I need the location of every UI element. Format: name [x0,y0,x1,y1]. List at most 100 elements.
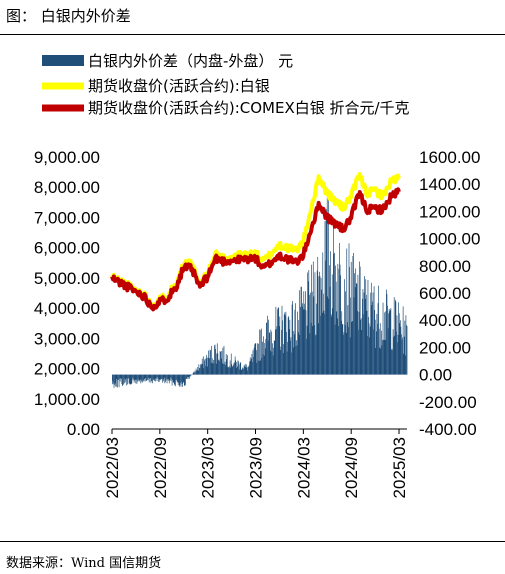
spread-bar [215,348,216,375]
spread-bar [319,271,320,375]
spread-bar [152,374,153,384]
spread-bar [219,361,220,375]
spread-bar [370,292,372,375]
spread-bar [147,374,148,380]
spread-bar [154,374,156,382]
spread-bar [353,252,354,375]
spread-bar [397,342,398,375]
spread-bar [305,310,307,375]
spread-bar [314,272,316,375]
spread-bar [118,374,120,388]
spread-bar [222,347,224,375]
spread-bar [389,311,391,375]
spread-bar [117,374,119,381]
spread-bar [389,309,391,375]
spread-bar [378,285,379,375]
spread-bar [194,370,196,375]
spread-bar [234,356,236,375]
spread-bar [264,342,266,375]
spread-bar [160,374,161,380]
spread-bar [328,298,330,375]
spread-bar [393,297,395,375]
spread-bar [203,368,205,375]
spread-bar [181,374,182,382]
spread-bar [305,291,306,375]
spread-bar [345,332,347,375]
spread-bar [291,352,292,375]
spread-bar [137,374,139,379]
spread-bar [276,328,277,375]
spread-bar [262,354,264,375]
spread-bar [201,363,202,375]
spread-bar [263,336,264,375]
bottom-rule [0,541,505,542]
spread-bar [190,374,191,377]
spread-bar [207,350,209,375]
spread-bar [255,343,257,375]
spread-bar [383,339,385,375]
spread-bar [119,374,121,382]
spread-bar [394,335,396,375]
spread-bar [226,359,228,375]
spread-bar [223,345,225,375]
spread-bar [228,368,230,375]
spread-bar [240,362,242,375]
spread-bar [141,374,143,380]
spread-bar [245,364,247,375]
spread-bar [134,374,136,380]
spread-bar [351,321,353,375]
spread-bar [312,261,314,375]
spread-bar [135,374,137,384]
spread-bar [238,364,240,375]
spread-bar [325,260,326,375]
spread-bar [340,320,342,375]
spread-bar [313,296,315,375]
spread-bar [404,320,406,375]
spread-bar [139,374,141,381]
spread-bar [242,367,243,375]
spread-bar [402,306,404,375]
spread-bar [264,348,266,375]
spread-bar [360,319,362,375]
spread-bar [382,340,383,375]
spread-bar [348,326,349,375]
spread-bar [311,291,313,375]
spread-bar [401,334,402,375]
spread-bar [243,365,245,375]
spread-bar [348,243,350,375]
spread-bar [276,326,278,375]
spread-bars [112,196,408,388]
spread-bar [247,370,248,375]
spread-bar [200,365,202,375]
spread-bar [370,282,372,375]
spread-bar [402,337,403,375]
spread-bar [251,354,253,375]
spread-bar [362,289,364,375]
spread-bar [205,358,207,375]
spread-bar [306,338,307,375]
spread-bar [201,358,203,375]
spread-bar [120,374,122,379]
spread-bar [140,374,142,384]
spread-bar [112,374,114,382]
spread-bar [206,357,208,375]
spread-bar [384,339,386,375]
spread-bar [322,252,324,375]
spread-bar [148,374,150,383]
spread-bar [337,263,339,375]
left-tick-label: 4,000.00 [34,299,100,318]
spread-bar [164,374,166,384]
spread-bar [166,374,168,384]
spread-bar [314,325,315,375]
spread-bar [233,362,235,375]
spread-bar [357,310,358,375]
spread-bar [142,374,143,383]
spread-bar [300,306,301,375]
spread-bar [343,332,345,375]
spread-bar [280,346,282,375]
spread-bar [334,252,335,375]
spread-bar [269,333,271,375]
spread-bar [171,374,173,386]
chart: 白银内外价差（内盘-外盘） 元 期货收盘价(活跃合约):白银 期货收盘价(活跃合… [34,52,481,498]
spread-bar [133,374,135,383]
